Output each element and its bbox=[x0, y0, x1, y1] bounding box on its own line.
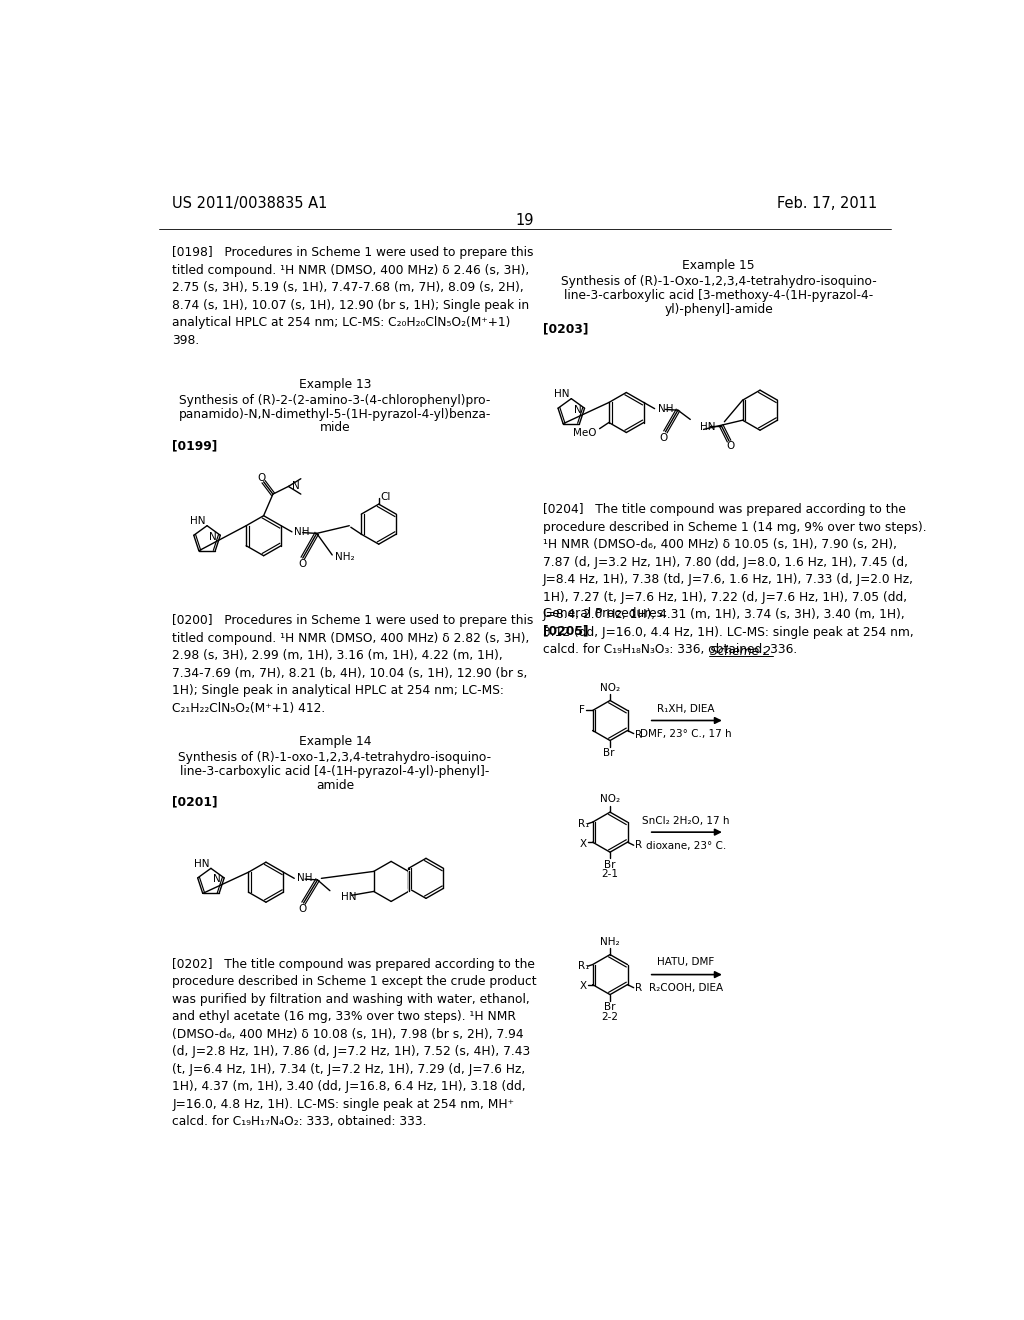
Text: Br: Br bbox=[604, 859, 615, 870]
Text: Br: Br bbox=[603, 748, 614, 758]
Text: 2-1: 2-1 bbox=[601, 869, 618, 879]
Text: R₁: R₁ bbox=[579, 818, 590, 829]
Text: N: N bbox=[292, 482, 299, 491]
Text: N: N bbox=[213, 874, 221, 884]
Text: [0203]: [0203] bbox=[543, 323, 588, 335]
Text: NO₂: NO₂ bbox=[600, 795, 621, 804]
Text: Synthesis of (R)-1-oxo-1,2,3,4-tetrahydro-isoquino-: Synthesis of (R)-1-oxo-1,2,3,4-tetrahydr… bbox=[178, 751, 492, 764]
Text: O: O bbox=[299, 904, 307, 915]
Text: 19: 19 bbox=[515, 213, 535, 227]
Text: DMF, 23° C., 17 h: DMF, 23° C., 17 h bbox=[640, 730, 732, 739]
Text: HN: HN bbox=[190, 516, 206, 527]
Text: NH: NH bbox=[294, 527, 309, 537]
Text: HN: HN bbox=[554, 389, 569, 399]
Text: dioxane, 23° C.: dioxane, 23° C. bbox=[646, 841, 726, 851]
Text: [0200]   Procedures in Scheme 1 were used to prepare this
titled compound. ¹H NM: [0200] Procedures in Scheme 1 were used … bbox=[172, 614, 534, 714]
Text: N: N bbox=[573, 405, 582, 414]
Text: R₁XH, DIEA: R₁XH, DIEA bbox=[657, 704, 715, 714]
Text: [0204]   The title compound was prepared according to the
procedure described in: [0204] The title compound was prepared a… bbox=[543, 503, 927, 656]
Text: R: R bbox=[635, 841, 642, 850]
Text: amide: amide bbox=[315, 779, 354, 792]
Text: [0202]   The title compound was prepared according to the
procedure described in: [0202] The title compound was prepared a… bbox=[172, 958, 537, 1129]
Text: HN: HN bbox=[341, 892, 356, 902]
Text: N: N bbox=[210, 532, 217, 541]
Text: General Procedures:: General Procedures: bbox=[543, 607, 667, 620]
Text: NO₂: NO₂ bbox=[600, 682, 621, 693]
Text: HATU, DMF: HATU, DMF bbox=[657, 957, 715, 968]
Text: R₂COOH, DIEA: R₂COOH, DIEA bbox=[649, 983, 723, 994]
Text: O: O bbox=[659, 433, 668, 444]
Text: NH₂: NH₂ bbox=[600, 937, 620, 946]
Text: R: R bbox=[635, 982, 642, 993]
Text: Example 14: Example 14 bbox=[299, 735, 371, 748]
Text: Example 13: Example 13 bbox=[299, 378, 371, 391]
Text: R: R bbox=[635, 730, 642, 741]
Text: HN: HN bbox=[194, 859, 209, 869]
Text: O: O bbox=[726, 441, 734, 451]
Text: Scheme 2: Scheme 2 bbox=[710, 645, 771, 659]
Text: Cl: Cl bbox=[380, 492, 390, 502]
Text: line-3-carboxylic acid [4-(1H-pyrazol-4-yl)-phenyl]-: line-3-carboxylic acid [4-(1H-pyrazol-4-… bbox=[180, 764, 489, 777]
Text: [0199]: [0199] bbox=[172, 440, 217, 453]
Text: panamido)-N,N-dimethyl-5-(1H-pyrazol-4-yl)benza-: panamido)-N,N-dimethyl-5-(1H-pyrazol-4-y… bbox=[179, 408, 492, 421]
Text: X: X bbox=[580, 981, 587, 991]
Text: US 2011/0038835 A1: US 2011/0038835 A1 bbox=[172, 195, 328, 211]
Text: Synthesis of (R)-1-Oxo-1,2,3,4-tetrahydro-isoquino-: Synthesis of (R)-1-Oxo-1,2,3,4-tetrahydr… bbox=[561, 275, 877, 288]
Text: O: O bbox=[298, 560, 306, 569]
Text: SnCl₂ 2H₂O, 17 h: SnCl₂ 2H₂O, 17 h bbox=[642, 816, 730, 825]
Text: [0205]: [0205] bbox=[543, 624, 588, 638]
Text: HN: HN bbox=[700, 422, 716, 432]
Text: O: O bbox=[257, 473, 265, 483]
Text: Synthesis of (R)-2-(2-amino-3-(4-chlorophenyl)pro-: Synthesis of (R)-2-(2-amino-3-(4-chlorop… bbox=[179, 393, 490, 407]
Text: F: F bbox=[579, 705, 585, 715]
Text: NH: NH bbox=[297, 874, 313, 883]
Text: R₁: R₁ bbox=[579, 961, 590, 972]
Text: [0198]   Procedures in Scheme 1 were used to prepare this
titled compound. ¹H NM: [0198] Procedures in Scheme 1 were used … bbox=[172, 246, 534, 347]
Text: Feb. 17, 2011: Feb. 17, 2011 bbox=[777, 195, 878, 211]
Text: Br: Br bbox=[604, 1002, 615, 1012]
Text: [0201]: [0201] bbox=[172, 796, 218, 809]
Text: mide: mide bbox=[319, 421, 350, 434]
Text: MeO: MeO bbox=[573, 428, 596, 437]
Text: NH₂: NH₂ bbox=[335, 552, 355, 562]
Text: Example 15: Example 15 bbox=[682, 259, 755, 272]
Text: NH: NH bbox=[657, 404, 673, 413]
Text: 2-2: 2-2 bbox=[601, 1011, 618, 1022]
Text: X: X bbox=[580, 838, 587, 849]
Text: line-3-carboxylic acid [3-methoxy-4-(1H-pyrazol-4-: line-3-carboxylic acid [3-methoxy-4-(1H-… bbox=[564, 289, 873, 302]
Text: yl)-phenyl]-amide: yl)-phenyl]-amide bbox=[665, 302, 773, 315]
